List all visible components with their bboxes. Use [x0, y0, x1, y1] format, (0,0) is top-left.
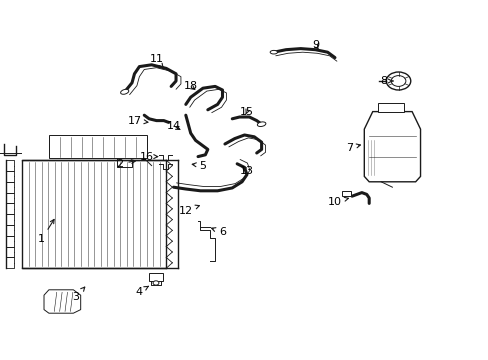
Text: 17: 17	[127, 116, 148, 126]
Text: 18: 18	[183, 81, 197, 91]
Circle shape	[390, 76, 405, 86]
Text: 7: 7	[346, 143, 360, 153]
Text: 16: 16	[140, 152, 157, 162]
Polygon shape	[364, 112, 420, 182]
Text: 8: 8	[380, 76, 392, 86]
FancyBboxPatch shape	[149, 273, 163, 281]
Text: 5: 5	[192, 161, 206, 171]
Bar	[378, 103, 403, 112]
FancyBboxPatch shape	[342, 191, 350, 196]
Circle shape	[153, 281, 159, 285]
Text: 2: 2	[116, 159, 135, 169]
Ellipse shape	[257, 122, 265, 126]
Text: 13: 13	[240, 166, 253, 176]
Text: 14: 14	[166, 121, 180, 131]
Polygon shape	[44, 290, 81, 313]
Text: 9: 9	[311, 40, 318, 50]
Ellipse shape	[269, 50, 277, 54]
Bar	[49, 135, 146, 158]
Ellipse shape	[121, 89, 128, 94]
Text: 1: 1	[38, 219, 54, 244]
Text: 12: 12	[179, 205, 199, 216]
Text: 3: 3	[72, 287, 84, 302]
Circle shape	[386, 72, 410, 90]
Text: 15: 15	[240, 107, 253, 117]
Text: 10: 10	[327, 197, 348, 207]
Bar	[22, 160, 166, 268]
Text: 11: 11	[149, 54, 163, 68]
Text: 6: 6	[211, 227, 225, 237]
Text: 4: 4	[136, 286, 148, 297]
